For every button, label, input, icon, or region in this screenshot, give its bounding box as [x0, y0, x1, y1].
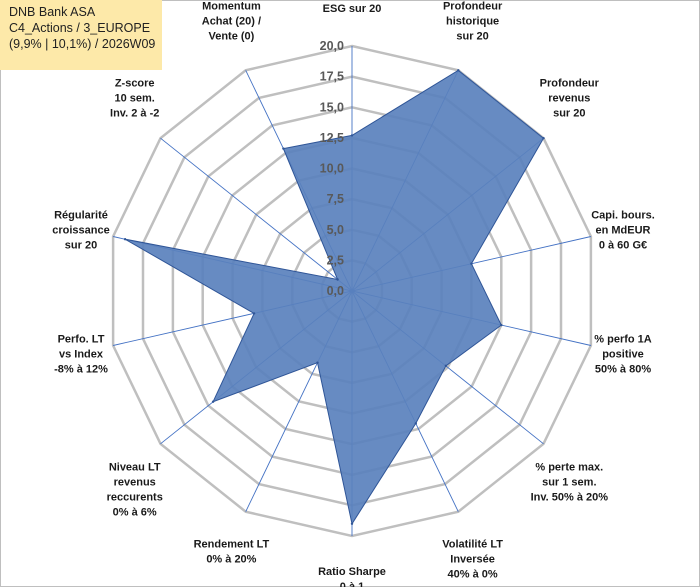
category-label-6: Volatilité LT Inversée 40% à 0% [442, 539, 503, 581]
category-label-7: Ratio Sharpe 0 à 1 [318, 566, 386, 587]
period-label: (9,9% | 10,1%) / 2026W09 [9, 37, 156, 51]
data-point-6 [414, 422, 417, 425]
category-label-0: NoteESG sur 20 [323, 0, 382, 15]
data-point-10 [252, 312, 256, 315]
data-point-0 [350, 134, 354, 137]
data-point-5 [444, 364, 448, 367]
company-name: DNB Bank ASA [9, 5, 96, 19]
tick-label-8: 20,0 [320, 39, 344, 53]
category-label-11: Régularité croissance sur 20 [52, 210, 109, 252]
axis-spoke-12 [160, 137, 353, 292]
category-label-2: Profondeur revenus sur 20 [540, 78, 600, 120]
category-label-9: Niveau LT revenus reccurents 0% à 6% [107, 461, 163, 518]
data-point-8 [316, 361, 319, 364]
tick-label-4: 10,0 [320, 162, 344, 176]
tick-label-6: 15,0 [320, 100, 344, 114]
category-label-12: Z-score 10 sem. Inv. 2 à -2 [110, 78, 159, 120]
data-point-3 [470, 262, 473, 265]
tick-label-3: 7,5 [327, 192, 344, 206]
category-label-3: Capi. bours. en MdEUR 0 à 60 G€ [591, 210, 655, 252]
data-point-7 [350, 522, 354, 525]
tick-label-7: 17,5 [320, 70, 344, 84]
tick-label-0: 0,0 [327, 284, 344, 298]
data-point-11 [123, 238, 127, 241]
category-label: C4_Actions / 3_EUROPE [9, 21, 151, 35]
category-label-13: Momentum Achat (20) / Vente (0) [202, 1, 261, 43]
data-point-2 [542, 137, 545, 140]
data-point-13 [282, 147, 285, 150]
category-label-10: Perfo. LT vs Index -8% à 12% [54, 333, 108, 375]
category-label-1: Profondeur historique sur 20 [443, 1, 503, 43]
tick-label-5: 12,5 [320, 131, 344, 145]
category-label-8: Rendement LT 0% à 20% [194, 539, 270, 566]
data-point-9 [211, 400, 215, 403]
tick-label-2: 5,0 [327, 223, 344, 237]
data-point-12 [336, 278, 339, 281]
category-label-5: % perte max. sur 1 sem. Inv. 50% à 20% [531, 461, 609, 503]
chart-header: DNB Bank ASA C4_Actions / 3_EUROPE (9,9%… [0, 0, 162, 70]
data-point-4 [500, 323, 503, 327]
data-point-1 [457, 69, 460, 72]
category-label-4: % perfo 1A positive 50% à 80% [594, 333, 652, 375]
tick-label-1: 2,5 [327, 253, 344, 267]
